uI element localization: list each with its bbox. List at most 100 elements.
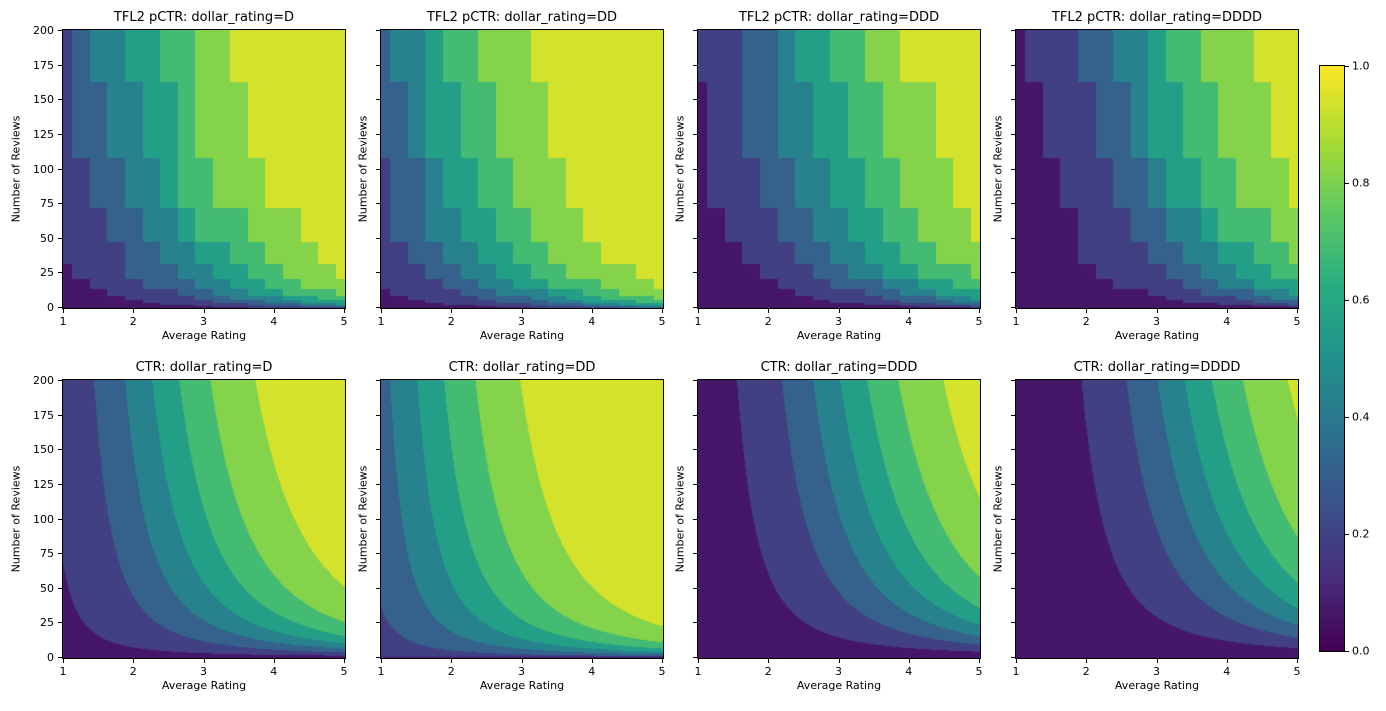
y-axis-label: Number of Reviews	[991, 115, 1005, 223]
y-tick-mark	[58, 272, 62, 274]
y-tick-mark	[693, 483, 697, 485]
x-tick-label: 3	[518, 315, 525, 328]
x-tick-mark	[1086, 309, 1088, 313]
x-tick-label: 5	[340, 665, 348, 678]
x-tick-label: 4	[588, 315, 596, 328]
colorbar-gradient	[1320, 66, 1344, 651]
y-tick-mark	[693, 237, 697, 239]
contour-canvas	[698, 380, 980, 658]
y-tick-mark	[1011, 237, 1015, 239]
x-tick-label: 2	[764, 315, 772, 328]
y-tick-mark	[1011, 449, 1015, 451]
x-tick-label: 2	[447, 315, 455, 328]
y-tick-mark	[1011, 99, 1015, 101]
x-tick-label: 1	[1012, 315, 1020, 328]
y-tick-mark	[376, 99, 380, 101]
y-tick-mark	[693, 64, 697, 66]
x-tick-mark	[203, 659, 205, 663]
x-tick-label: 5	[1293, 315, 1301, 328]
y-tick-label: 100	[33, 512, 54, 526]
x-tick-mark	[768, 659, 770, 663]
contour-canvas	[698, 30, 980, 308]
y-tick-label: 175	[33, 408, 54, 422]
y-tick-label: 125	[33, 127, 54, 141]
x-tick-label: 3	[835, 315, 842, 328]
y-tick-mark	[58, 657, 62, 658]
x-tick-label: 1	[59, 665, 67, 678]
y-tick-mark	[1011, 133, 1015, 135]
x-tick-label: 5	[975, 315, 983, 328]
y-tick-mark	[58, 483, 62, 485]
x-tick-mark	[451, 309, 453, 313]
subplot-title: CTR: dollar_rating=DD	[448, 360, 596, 375]
y-tick-mark	[693, 414, 697, 416]
x-tick-mark	[133, 659, 135, 663]
subplot-ctr-DDDD	[1015, 379, 1299, 659]
x-tick-mark	[591, 309, 593, 313]
x-tick-mark	[591, 659, 593, 663]
x-tick-mark	[63, 309, 64, 313]
subplot-tfl-DD	[380, 29, 664, 309]
x-tick-mark	[521, 659, 523, 663]
y-tick-label: 25	[40, 266, 54, 280]
y-tick-mark	[58, 307, 62, 308]
y-tick-mark	[376, 30, 380, 31]
y-tick-mark	[693, 99, 697, 101]
y-axis-label: Number of Reviews	[673, 115, 687, 223]
y-tick-label: 50	[40, 581, 54, 595]
x-tick-label: 1	[377, 665, 385, 678]
y-tick-mark	[58, 622, 62, 624]
colorbar-tick-label: 0.0	[1352, 644, 1370, 658]
x-tick-mark	[1226, 659, 1228, 663]
y-tick-mark	[58, 30, 62, 31]
y-tick-mark	[693, 587, 697, 589]
x-tick-mark	[979, 309, 980, 313]
x-tick-mark	[1016, 309, 1017, 313]
colorbar-tick-mark	[1345, 417, 1349, 418]
x-tick-mark	[662, 659, 663, 663]
y-tick-mark	[693, 203, 697, 205]
x-tick-label: 4	[270, 665, 278, 678]
x-tick-mark	[698, 659, 699, 663]
y-tick-mark	[376, 307, 380, 308]
x-tick-label: 5	[1293, 665, 1301, 678]
y-tick-mark	[58, 380, 62, 381]
colorbar-tick-mark	[1345, 300, 1349, 301]
contour-canvas	[381, 30, 663, 308]
y-axis-label: Number of Reviews	[9, 115, 23, 223]
subplot-title: CTR: dollar_rating=DDD	[760, 360, 918, 375]
y-tick-label: 0	[47, 301, 54, 314]
y-tick-mark	[1011, 307, 1015, 308]
x-tick-label: 4	[270, 315, 278, 328]
y-tick-label: 175	[33, 58, 54, 72]
y-tick-label: 125	[33, 477, 54, 491]
y-tick-mark	[58, 587, 62, 589]
x-tick-mark	[451, 659, 453, 663]
contour-canvas	[1016, 380, 1298, 658]
x-tick-label: 5	[658, 315, 666, 328]
x-tick-mark	[1297, 659, 1298, 663]
colorbar-tick-mark	[1345, 66, 1349, 67]
y-tick-mark	[376, 272, 380, 274]
x-tick-label: 3	[1153, 665, 1160, 678]
y-tick-mark	[58, 203, 62, 205]
colorbar-tick-mark	[1345, 183, 1349, 184]
y-tick-label: 100	[33, 162, 54, 176]
y-tick-label: 200	[33, 374, 54, 387]
x-axis-label: Average Rating	[1114, 679, 1200, 692]
x-tick-mark	[1086, 659, 1088, 663]
y-tick-mark	[58, 518, 62, 520]
x-tick-mark	[381, 659, 382, 663]
y-tick-label: 75	[40, 547, 54, 561]
subplot-tfl-DDDD	[1015, 29, 1299, 309]
y-tick-mark	[1011, 30, 1015, 31]
y-tick-mark	[693, 518, 697, 520]
colorbar-tick-mark	[1345, 651, 1349, 652]
y-tick-mark	[58, 99, 62, 101]
y-tick-mark	[376, 449, 380, 451]
y-tick-mark	[376, 237, 380, 239]
x-axis-label: Average Rating	[161, 329, 247, 342]
subplot-ctr-DD	[380, 379, 664, 659]
y-tick-mark	[1011, 553, 1015, 555]
